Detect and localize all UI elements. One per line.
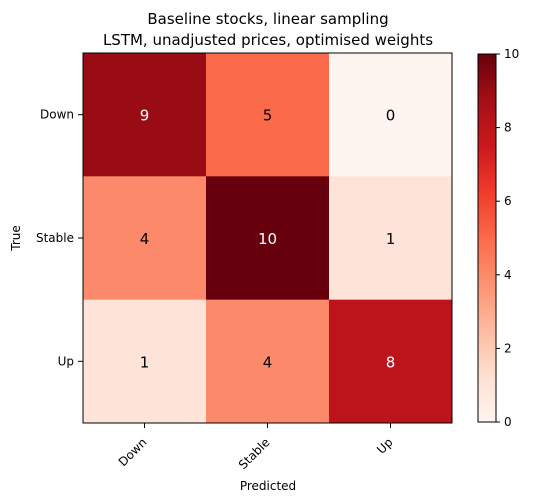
heatmap-cell xyxy=(329,299,453,424)
colorbar-tick-label: 4 xyxy=(504,268,512,282)
heatmap-cell xyxy=(206,53,330,177)
x-axis-label: Predicted xyxy=(240,479,296,493)
chart-title-line-2: LSTM, unadjusted prices, optimised weigh… xyxy=(103,31,433,49)
heatmap-cell xyxy=(329,176,453,301)
heatmap-cell xyxy=(83,176,207,301)
heatmap-cell xyxy=(83,299,207,424)
heatmap-cell xyxy=(206,176,330,301)
cell-value-label: 1 xyxy=(386,230,396,248)
colorbar-ticks: 0 2 4 6 8 10 xyxy=(496,47,519,429)
colorbar-tick-label: 2 xyxy=(504,341,512,355)
cell-value-label: 1 xyxy=(140,353,150,371)
chart-title-line-1: Baseline stocks, linear sampling xyxy=(147,10,388,28)
y-tick-label: Up xyxy=(58,354,74,368)
colorbar-tick-label: 0 xyxy=(504,415,512,429)
y-tick-label: Down xyxy=(40,108,74,122)
x-tick-label: Stable xyxy=(236,435,273,472)
cell-value-label: 4 xyxy=(263,353,273,371)
colorbar-tick-label: 8 xyxy=(504,121,512,135)
cell-value-label: 8 xyxy=(386,353,396,371)
cell-value-label: 4 xyxy=(140,230,150,248)
heatmap-cells: 9 5 0 4 10 1 1 4 8 xyxy=(83,53,453,424)
heatmap-cell xyxy=(329,53,453,177)
cell-value-label: 10 xyxy=(258,230,277,248)
y-axis-label: True xyxy=(9,225,23,252)
heatmap-cell xyxy=(206,299,330,424)
colorbar xyxy=(477,53,497,423)
colorbar-tick-label: 10 xyxy=(504,47,519,61)
x-tick-label: Up xyxy=(374,435,396,457)
colorbar-tick-label: 6 xyxy=(504,194,512,208)
cell-value-label: 9 xyxy=(140,107,150,125)
y-tick-label: Stable xyxy=(36,231,74,245)
heatmap-cell xyxy=(83,53,207,177)
cell-value-label: 0 xyxy=(386,107,396,125)
cell-value-label: 5 xyxy=(263,107,273,125)
x-tick-label: Down xyxy=(116,435,150,469)
